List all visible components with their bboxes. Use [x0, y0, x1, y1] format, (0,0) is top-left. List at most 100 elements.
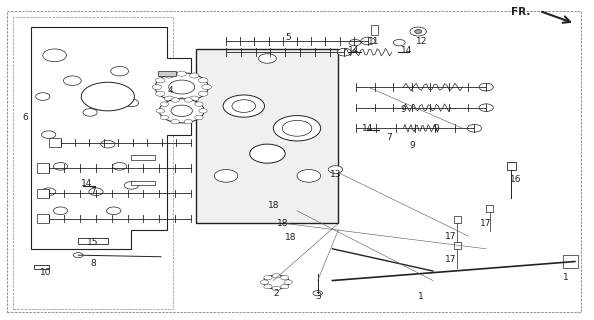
Circle shape [361, 37, 375, 45]
Text: 9: 9 [400, 105, 406, 114]
Circle shape [101, 140, 115, 148]
Text: 12: 12 [415, 36, 427, 45]
Circle shape [415, 30, 422, 33]
Circle shape [349, 39, 361, 46]
Circle shape [284, 280, 292, 284]
Circle shape [156, 108, 165, 113]
Circle shape [479, 83, 493, 91]
Circle shape [410, 27, 426, 36]
Circle shape [156, 78, 165, 83]
Text: 17: 17 [445, 232, 456, 241]
Circle shape [43, 49, 67, 62]
Bar [454, 216, 461, 223]
Text: 10: 10 [40, 268, 52, 277]
Text: 11: 11 [368, 36, 380, 45]
Circle shape [249, 144, 285, 163]
Text: 8: 8 [90, 259, 96, 268]
Circle shape [42, 188, 56, 196]
Circle shape [159, 99, 204, 123]
Circle shape [189, 73, 199, 78]
Circle shape [195, 102, 203, 106]
Circle shape [64, 76, 81, 85]
Text: 1: 1 [418, 292, 424, 301]
Bar [197, 49, 339, 223]
Circle shape [152, 84, 162, 90]
Circle shape [297, 170, 321, 182]
Bar [37, 214, 49, 223]
Circle shape [171, 119, 179, 124]
Circle shape [313, 291, 323, 296]
Circle shape [53, 163, 68, 170]
Text: 13: 13 [330, 170, 341, 179]
Bar [131, 180, 155, 185]
Circle shape [479, 104, 493, 111]
Circle shape [169, 80, 195, 94]
Bar [563, 255, 578, 268]
Text: 14: 14 [362, 124, 374, 133]
Text: 5: 5 [285, 33, 291, 42]
Text: FR.: FR. [511, 7, 530, 18]
Text: 17: 17 [481, 219, 492, 228]
Bar [49, 138, 61, 147]
Text: 18: 18 [276, 219, 288, 228]
Circle shape [195, 115, 203, 120]
Text: 1: 1 [563, 273, 569, 282]
Circle shape [156, 91, 165, 96]
Circle shape [260, 280, 268, 284]
Text: 2: 2 [273, 289, 279, 298]
Bar [78, 238, 108, 244]
Text: 14: 14 [401, 46, 412, 55]
Bar [34, 265, 49, 269]
Circle shape [89, 188, 103, 196]
Circle shape [107, 207, 121, 215]
Circle shape [155, 73, 208, 101]
Circle shape [81, 82, 134, 111]
Circle shape [171, 105, 192, 116]
Circle shape [42, 131, 56, 139]
Circle shape [264, 284, 272, 289]
Circle shape [124, 181, 138, 189]
Text: 14: 14 [347, 46, 359, 55]
Text: 18: 18 [268, 202, 279, 211]
Circle shape [110, 67, 128, 76]
Circle shape [273, 116, 321, 141]
Circle shape [74, 252, 83, 258]
Circle shape [264, 276, 272, 280]
Text: 3: 3 [315, 292, 321, 301]
Circle shape [258, 54, 276, 63]
Circle shape [198, 78, 208, 83]
Circle shape [263, 275, 289, 289]
Circle shape [272, 274, 280, 278]
Circle shape [112, 163, 127, 170]
Circle shape [53, 207, 68, 215]
Text: 6: 6 [22, 113, 28, 122]
Circle shape [280, 284, 289, 289]
Circle shape [160, 115, 169, 120]
Text: 16: 16 [510, 174, 522, 184]
Circle shape [198, 91, 208, 96]
Circle shape [165, 96, 174, 101]
Circle shape [202, 84, 211, 90]
Circle shape [328, 166, 343, 173]
Circle shape [337, 48, 352, 56]
Text: 9: 9 [409, 141, 415, 150]
Circle shape [184, 119, 192, 124]
Circle shape [171, 98, 179, 102]
Text: 17: 17 [445, 255, 456, 264]
Text: 9: 9 [433, 124, 439, 133]
Circle shape [165, 73, 174, 78]
Bar [37, 163, 49, 173]
Circle shape [184, 98, 192, 102]
Bar [13, 17, 173, 309]
Circle shape [83, 108, 97, 116]
Bar [131, 155, 155, 160]
Text: 7: 7 [90, 187, 96, 196]
Circle shape [124, 99, 138, 107]
Text: 7: 7 [386, 133, 391, 142]
Bar [158, 71, 176, 76]
Text: 15: 15 [87, 238, 99, 247]
Circle shape [280, 276, 289, 280]
Polygon shape [31, 27, 191, 249]
Circle shape [189, 96, 199, 101]
Text: 4: 4 [167, 86, 173, 95]
